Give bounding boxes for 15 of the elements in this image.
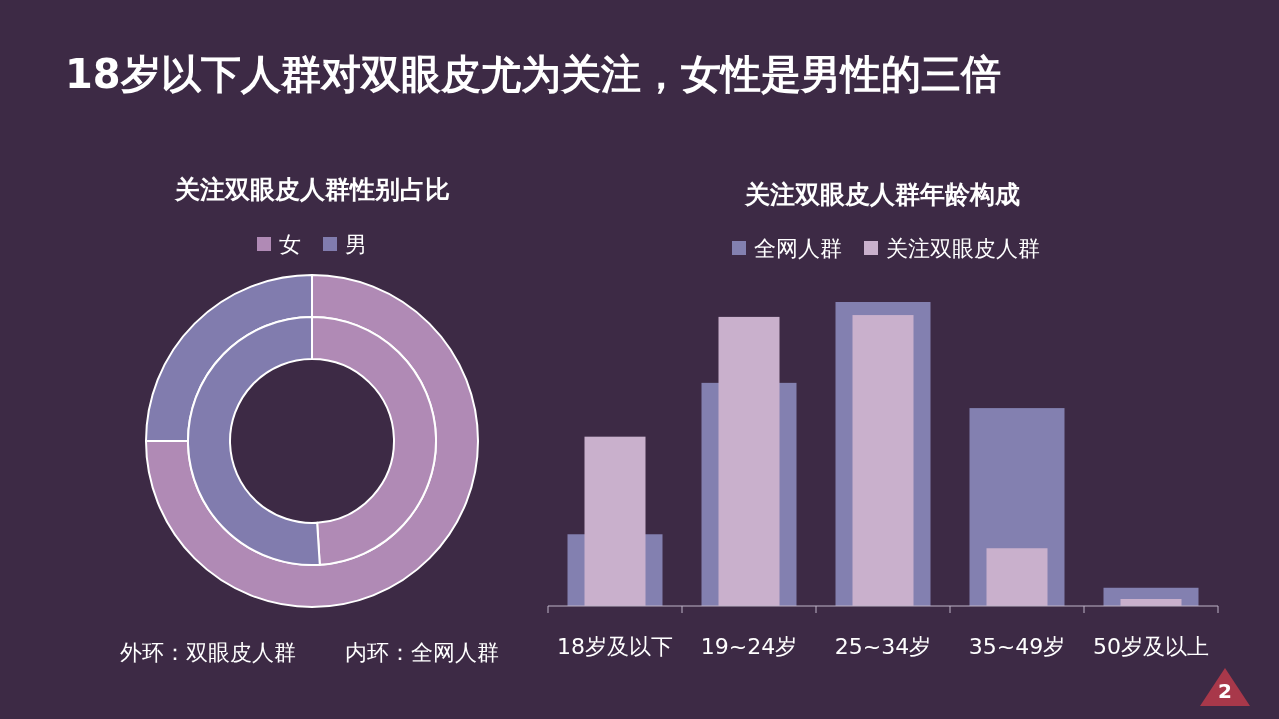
chart-title: 18岁以下人群对双眼皮尤为关注，女性是男性的三倍 [65, 51, 1001, 97]
legend-label: 全网人群 [754, 236, 842, 261]
chart-title: 关注双眼皮人群年龄构成 [743, 180, 1020, 209]
x-tick-label: 25~34岁 [834, 634, 932, 659]
x-tick-label: 50岁及以上 [1093, 634, 1209, 659]
legend-label: 男 [345, 232, 367, 257]
x-tick-label: 18岁及以下 [557, 634, 673, 659]
x-tick-label: 35~49岁 [968, 634, 1066, 659]
legend-label: 关注双眼皮人群 [886, 236, 1040, 261]
text: 外环：双眼皮人群 [120, 640, 296, 665]
x-tick-label: 19~24岁 [700, 634, 798, 659]
text: 2 [1218, 679, 1232, 703]
chart-subtitle: 关注双眼皮人群性别占比 [173, 175, 450, 204]
legend-label: 女 [279, 232, 301, 257]
text: 内环：全网人群 [345, 640, 499, 665]
